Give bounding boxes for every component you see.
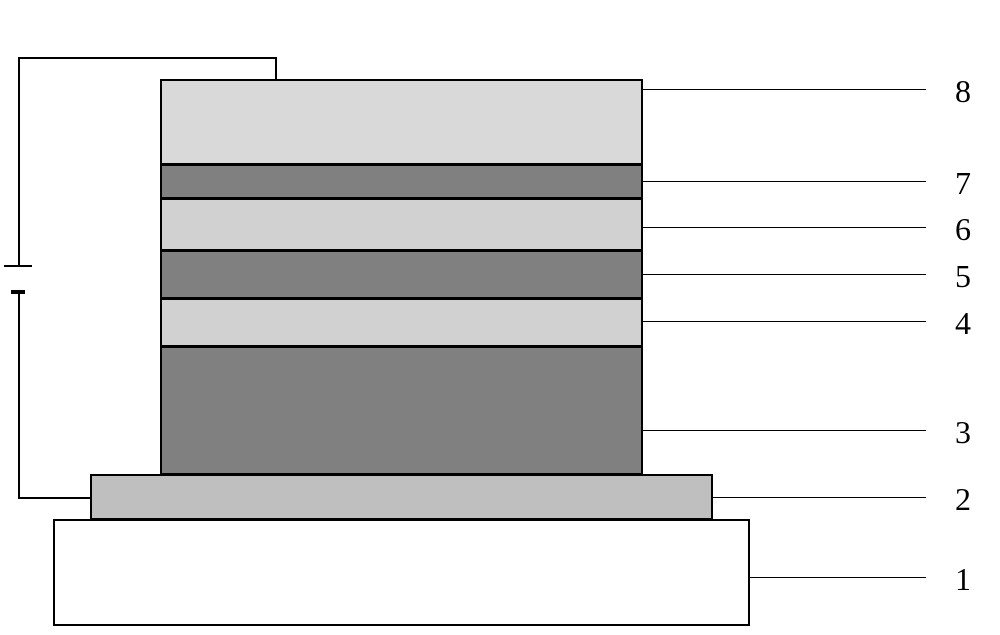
wire: [18, 497, 90, 499]
layer-label-1: 1: [955, 563, 971, 595]
layer-5: [160, 250, 643, 299]
layer-label-8: 8: [955, 75, 971, 107]
leader-line-4: [643, 321, 926, 322]
layer-4: [160, 298, 643, 347]
leader-line-2: [713, 497, 926, 498]
battery-short-plate: [11, 290, 25, 294]
layer-2: [90, 474, 713, 520]
layer-label-3: 3: [955, 416, 971, 448]
leader-line-1: [750, 577, 926, 578]
layer-label-7: 7: [955, 167, 971, 199]
layer-label-2: 2: [955, 483, 971, 515]
leader-line-7: [643, 181, 926, 182]
layer-7: [160, 164, 643, 199]
layer-3: [160, 346, 643, 475]
layer-1: [53, 519, 750, 626]
wire: [275, 57, 277, 79]
battery-gap: [17, 265, 21, 291]
leader-line-8: [643, 89, 926, 90]
battery-long-plate: [4, 265, 32, 267]
diagram-stage: 8 7 6 5 4 3 2 1: [0, 0, 1000, 635]
layer-6: [160, 198, 643, 251]
layer-8: [160, 79, 643, 165]
leader-line-3: [643, 430, 926, 431]
leader-line-5: [643, 274, 926, 275]
layer-label-4: 4: [955, 307, 971, 339]
wire: [18, 57, 275, 59]
layer-label-6: 6: [955, 213, 971, 245]
leader-line-6: [643, 227, 926, 228]
layer-label-5: 5: [955, 260, 971, 292]
